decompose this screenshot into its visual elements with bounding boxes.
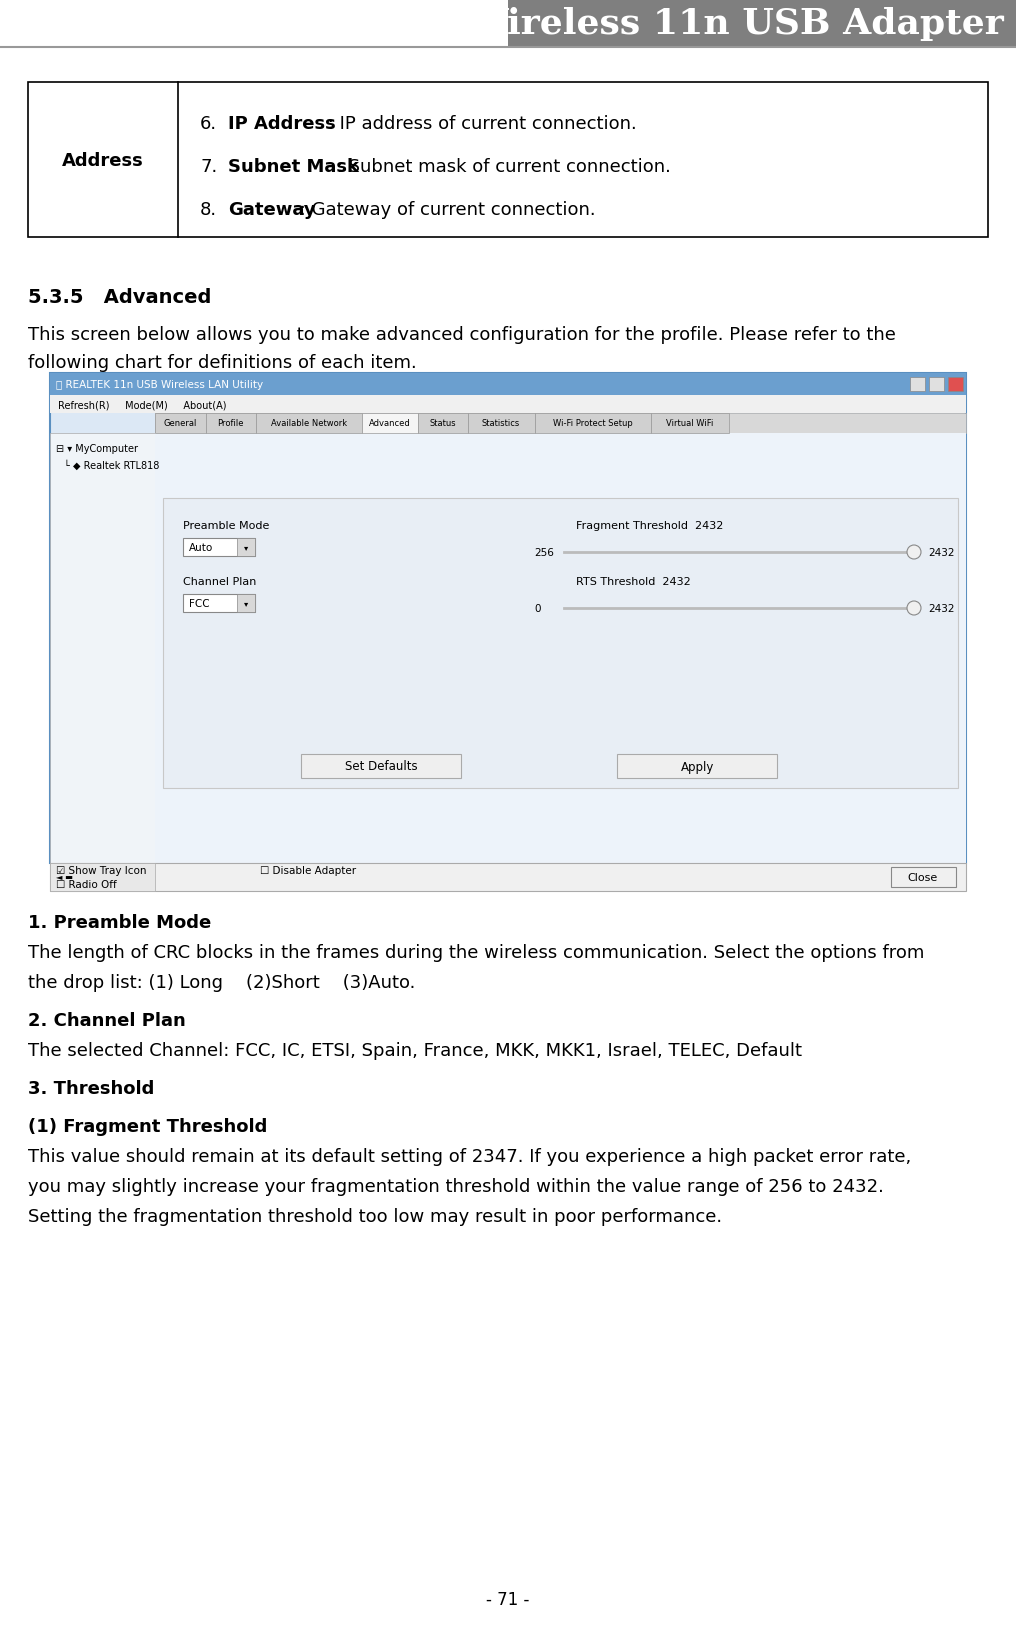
Text: 2. Channel Plan: 2. Channel Plan bbox=[28, 1011, 186, 1030]
Bar bbox=[651, 414, 729, 434]
Bar bbox=[362, 414, 418, 434]
Text: This screen below allows you to make advanced configuration for the profile. Ple: This screen below allows you to make adv… bbox=[28, 326, 896, 344]
Bar bbox=[50, 864, 966, 892]
Text: you may slightly increase your fragmentation threshold within the value range of: you may slightly increase your fragmenta… bbox=[28, 1177, 884, 1195]
Circle shape bbox=[907, 601, 920, 616]
Text: - 71 -: - 71 - bbox=[487, 1589, 529, 1609]
Bar bbox=[50, 396, 966, 414]
Text: Wireless 11n USB Adapter: Wireless 11n USB Adapter bbox=[467, 7, 1004, 41]
Text: General: General bbox=[164, 419, 197, 429]
Text: This value should remain at its default setting of 2347. If you experience a hig: This value should remain at its default … bbox=[28, 1148, 911, 1165]
Bar bbox=[155, 414, 205, 434]
Text: Set Defaults: Set Defaults bbox=[344, 760, 418, 773]
Text: 7.: 7. bbox=[200, 158, 217, 176]
Bar bbox=[183, 538, 255, 557]
Text: The selected Channel: FCC, IC, ETSI, Spain, France, MKK, MKK1, Israel, TELEC, De: The selected Channel: FCC, IC, ETSI, Spa… bbox=[28, 1042, 802, 1060]
Text: 8.: 8. bbox=[200, 200, 217, 218]
Text: ☐ Radio Off: ☐ Radio Off bbox=[56, 880, 117, 890]
Circle shape bbox=[907, 546, 920, 559]
Text: Apply: Apply bbox=[681, 760, 714, 773]
Bar bbox=[50, 373, 966, 864]
Bar bbox=[237, 595, 255, 613]
Text: 2432: 2432 bbox=[928, 603, 954, 613]
Text: The length of CRC blocks in the frames during the wireless communication. Select: The length of CRC blocks in the frames d… bbox=[28, 944, 925, 962]
Bar bbox=[301, 755, 461, 779]
Text: : Subnet mask of current connection.: : Subnet mask of current connection. bbox=[331, 158, 671, 176]
Bar bbox=[155, 414, 966, 434]
Text: ☑ Show Tray Icon: ☑ Show Tray Icon bbox=[56, 866, 146, 875]
Bar bbox=[183, 595, 255, 613]
Text: RTS Threshold  2432: RTS Threshold 2432 bbox=[576, 577, 691, 587]
Text: ▾: ▾ bbox=[244, 543, 248, 553]
Bar bbox=[50, 864, 155, 892]
Text: 3. Threshold: 3. Threshold bbox=[28, 1079, 154, 1097]
Text: 6.: 6. bbox=[200, 116, 217, 134]
Text: Channel Plan: Channel Plan bbox=[183, 577, 256, 587]
Bar bbox=[28, 83, 988, 238]
Text: 🔷 REALTEK 11n USB Wireless LAN Utility: 🔷 REALTEK 11n USB Wireless LAN Utility bbox=[56, 380, 263, 390]
Text: Fragment Threshold  2432: Fragment Threshold 2432 bbox=[576, 520, 723, 531]
Text: 2432: 2432 bbox=[928, 548, 954, 557]
Bar bbox=[50, 434, 155, 864]
Text: Advanced: Advanced bbox=[369, 419, 410, 429]
Bar bbox=[534, 414, 651, 434]
Bar bbox=[618, 755, 777, 779]
Bar bbox=[0, 0, 1016, 47]
Text: Close: Close bbox=[908, 872, 938, 882]
Text: ⊟ ▾ MyComputer: ⊟ ▾ MyComputer bbox=[56, 443, 138, 453]
Text: Statistics: Statistics bbox=[482, 419, 520, 429]
Bar bbox=[948, 378, 963, 391]
Bar bbox=[163, 499, 958, 789]
Text: Subnet Mask: Subnet Mask bbox=[228, 158, 359, 176]
Text: Gateway: Gateway bbox=[228, 200, 316, 218]
Text: : IP address of current connection.: : IP address of current connection. bbox=[322, 116, 636, 134]
Text: Profile: Profile bbox=[217, 419, 244, 429]
Text: 256: 256 bbox=[534, 548, 555, 557]
Bar bbox=[467, 414, 534, 434]
Bar bbox=[910, 378, 925, 391]
Text: Virtual WiFi: Virtual WiFi bbox=[666, 419, 713, 429]
Text: following chart for definitions of each item.: following chart for definitions of each … bbox=[28, 354, 417, 372]
Bar bbox=[0, 0, 508, 47]
Text: 5.3.5   Advanced: 5.3.5 Advanced bbox=[28, 289, 211, 306]
Bar bbox=[50, 373, 966, 396]
Text: └ ◆ Realtek RTL818: └ ◆ Realtek RTL818 bbox=[64, 460, 160, 471]
Text: Setting the fragmentation threshold too low may result in poor performance.: Setting the fragmentation threshold too … bbox=[28, 1208, 722, 1226]
Bar bbox=[237, 538, 255, 557]
Bar bbox=[891, 867, 956, 887]
Bar bbox=[418, 414, 467, 434]
Text: Auto: Auto bbox=[189, 543, 213, 553]
Text: ☐ Disable Adapter: ☐ Disable Adapter bbox=[260, 866, 357, 875]
Bar bbox=[205, 414, 256, 434]
Text: Wi-Fi Protect Setup: Wi-Fi Protect Setup bbox=[553, 419, 633, 429]
Text: the drop list: (1) Long    (2)Short    (3)Auto.: the drop list: (1) Long (2)Short (3)Auto… bbox=[28, 973, 416, 991]
Text: Preamble Mode: Preamble Mode bbox=[183, 520, 269, 531]
Text: Available Network: Available Network bbox=[270, 419, 346, 429]
Text: IP Address: IP Address bbox=[228, 116, 335, 134]
Text: FCC: FCC bbox=[189, 598, 209, 608]
Bar bbox=[155, 434, 966, 864]
Text: ◄ ▬: ◄ ▬ bbox=[56, 874, 73, 882]
Text: (1) Fragment Threshold: (1) Fragment Threshold bbox=[28, 1117, 267, 1136]
Text: 1. Preamble Mode: 1. Preamble Mode bbox=[28, 913, 211, 931]
Text: Status: Status bbox=[429, 419, 456, 429]
Bar bbox=[256, 414, 362, 434]
Text: : Gateway of current connection.: : Gateway of current connection. bbox=[294, 200, 595, 218]
Bar bbox=[929, 378, 944, 391]
Text: ▾: ▾ bbox=[244, 600, 248, 608]
Text: Refresh(R)     Mode(M)     About(A): Refresh(R) Mode(M) About(A) bbox=[58, 399, 227, 409]
Text: Address: Address bbox=[62, 152, 144, 170]
Text: 0: 0 bbox=[534, 603, 541, 613]
